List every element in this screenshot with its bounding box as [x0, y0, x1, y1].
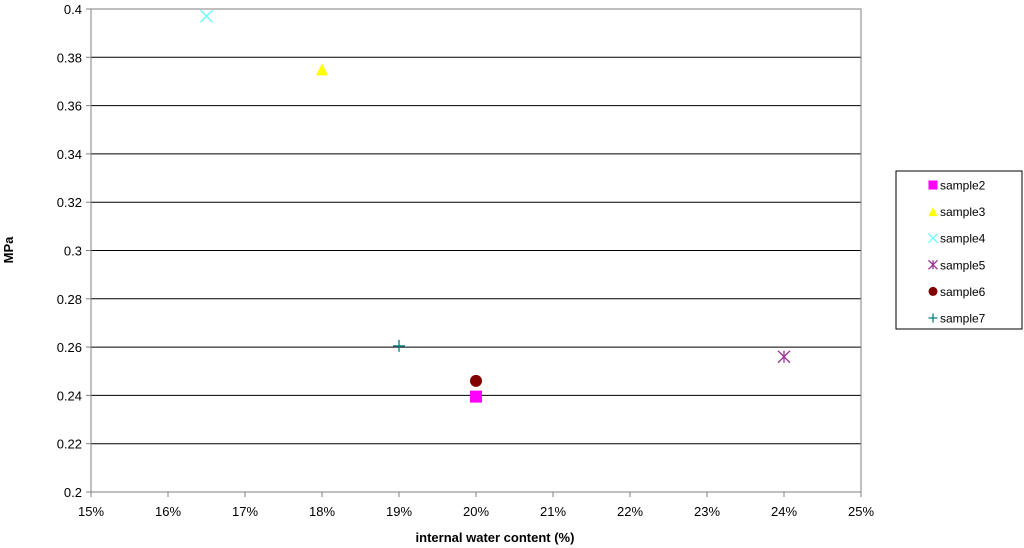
x-tick-labels: 15% 16% 17% 18% 19% 20% 21% 22% 23% 24% 25% [78, 504, 874, 519]
data-point-sample5 [777, 350, 791, 364]
circle-marker [928, 286, 938, 296]
plot-area-frame [90, 8, 862, 493]
data-point-sample7 [393, 339, 405, 352]
plus-marker [928, 313, 938, 323]
legend-label: sample6 [940, 285, 986, 299]
legend-box [895, 170, 1023, 330]
legend-item-sample7: sample7 [928, 312, 986, 326]
square-marker [470, 390, 482, 403]
x-marker [928, 233, 938, 244]
y-tick-label: 0.4 [64, 2, 82, 17]
legend-marker [928, 313, 938, 323]
x-tick-label: 23% [694, 504, 720, 519]
legend-label: sample3 [940, 205, 986, 219]
x-marker [200, 9, 213, 23]
legend-item-sample6: sample6 [928, 285, 986, 299]
x-tick-label: 20% [463, 504, 489, 519]
legend-label: sample2 [940, 179, 986, 193]
x-tick-label: 24% [771, 504, 797, 519]
data-point-sample6 [470, 374, 482, 387]
star-marker [777, 350, 791, 364]
triangle-marker [928, 207, 938, 217]
legend-marker [928, 259, 938, 270]
y-tick-label: 0.36 [57, 99, 82, 114]
legend-entries: sample2 sample3 sample4 sample5 sample6 sampl… [928, 179, 986, 326]
y-tick-label: 0.32 [57, 195, 82, 210]
legend-marker [928, 180, 938, 190]
data-points [200, 9, 791, 403]
y-tick-label: 0.26 [57, 340, 82, 355]
plus-marker [393, 339, 405, 352]
legend-label: sample4 [940, 232, 986, 246]
x-tick-label: 17% [232, 504, 258, 519]
y-tick-label: 0.34 [57, 147, 82, 162]
x-axis-title: internal water content (%) [416, 530, 575, 545]
legend-item-sample2: sample2 [928, 179, 986, 193]
circle-marker [470, 374, 482, 387]
x-tick-label: 25% [848, 504, 874, 519]
square-marker [928, 180, 938, 190]
y-tick-label: 0.24 [57, 388, 82, 403]
x-tick-label: 21% [540, 504, 566, 519]
legend-label: sample5 [940, 258, 986, 272]
gridlines [86, 8, 862, 497]
legend-marker [928, 207, 938, 217]
legend-item-sample3: sample3 [928, 205, 986, 219]
x-tick-label: 15% [78, 504, 104, 519]
legend-marker [928, 233, 938, 244]
data-point-sample4 [200, 9, 213, 23]
star-marker [928, 259, 938, 270]
y-tick-label: 0.2 [64, 485, 82, 500]
y-tick-label: 0.3 [64, 244, 82, 259]
x-tick-label: 22% [617, 504, 643, 519]
x-tick-label: 19% [386, 504, 412, 519]
y-tick-labels: 0.2 0.22 0.24 0.26 0.28 0.3 0.32 0.34 0.36 0.38 0.… [57, 2, 82, 500]
y-tick-label: 0.28 [57, 292, 82, 307]
triangle-marker [316, 63, 328, 76]
data-point-sample3 [316, 63, 328, 76]
x-tick-label: 18% [309, 504, 335, 519]
legend-label: sample7 [940, 312, 986, 326]
x-tick-label: 16% [155, 504, 181, 519]
y-tick-label: 0.38 [57, 50, 82, 65]
legend-item-sample5: sample5 [928, 258, 986, 272]
y-axis-title: MPa [1, 236, 16, 264]
data-point-sample2 [470, 390, 482, 403]
y-tick-label: 0.22 [57, 437, 82, 452]
legend-item-sample4: sample4 [928, 232, 986, 246]
legend: sample2 sample3 sample4 sample5 sample6 sampl… [895, 170, 1023, 330]
legend-marker [928, 286, 938, 296]
